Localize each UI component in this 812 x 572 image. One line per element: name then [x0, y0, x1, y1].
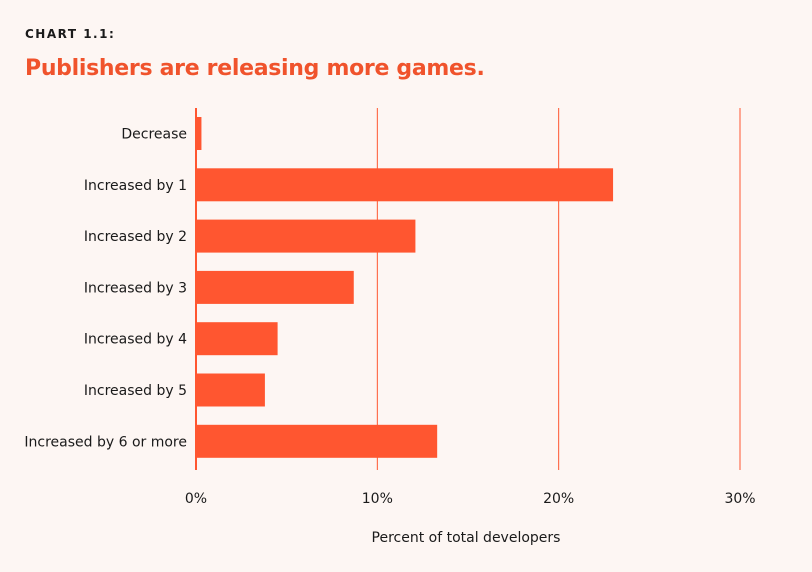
- x-tick-label: 10%: [362, 491, 393, 507]
- bar: [196, 424, 438, 458]
- chart-kicker: CHART 1.1:: [25, 27, 116, 41]
- category-label: Increased by 6 or more: [24, 434, 187, 450]
- category-label: Increased by 4: [84, 332, 187, 348]
- bar: [196, 270, 354, 304]
- category-label: Decrease: [121, 127, 187, 143]
- x-axis-label: Percent of total developers: [372, 530, 561, 546]
- x-tick-labels: 0% 10% 20% 30%: [185, 491, 756, 507]
- category-labels: Decrease Increased by 1 Increased by 2 Incr…: [24, 127, 187, 451]
- x-tick-label: 20%: [543, 491, 574, 507]
- bar: [196, 322, 278, 356]
- x-tick-label: 0%: [185, 491, 207, 507]
- category-label: Increased by 3: [84, 280, 187, 296]
- category-label: Increased by 2: [84, 229, 187, 245]
- category-label: Increased by 5: [84, 383, 187, 399]
- bar: [196, 168, 614, 202]
- bars: [196, 117, 614, 458]
- x-tick-label: 30%: [724, 491, 755, 507]
- bar: [196, 219, 416, 253]
- bar: [196, 117, 202, 150]
- category-label: Increased by 1: [84, 178, 187, 194]
- chart-title: Publishers are releasing more games.: [25, 56, 485, 81]
- bar: [196, 373, 265, 407]
